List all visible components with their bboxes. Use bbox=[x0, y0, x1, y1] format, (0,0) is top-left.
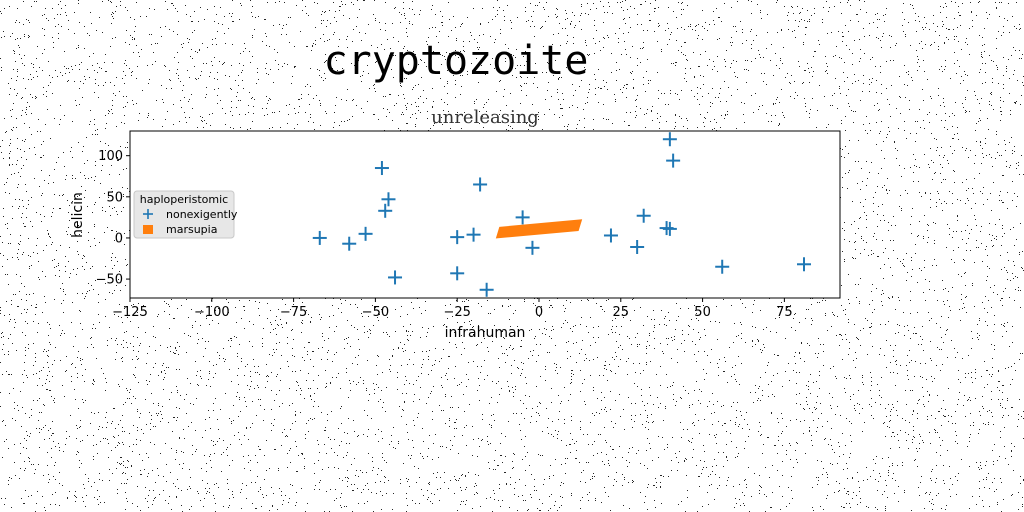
legend-label-nonexigently: nonexigently bbox=[166, 208, 238, 221]
scatter-point bbox=[473, 177, 488, 192]
legend: haploperistomic nonexigently marsupia bbox=[133, 190, 238, 239]
legend-label-marsupia: marsupia bbox=[166, 223, 217, 236]
y-tick-label: −50 bbox=[96, 273, 123, 288]
scatter-point bbox=[525, 240, 540, 255]
x-tick-label: −75 bbox=[280, 305, 307, 320]
scatter-point bbox=[630, 239, 645, 254]
x-tick-label: −125 bbox=[112, 305, 148, 320]
x-tick-label: 75 bbox=[776, 305, 793, 320]
x-tick-label: −50 bbox=[362, 305, 389, 320]
legend-marker-marsupia bbox=[143, 225, 153, 234]
scatter-point bbox=[636, 208, 651, 223]
x-tick-label: 50 bbox=[694, 305, 711, 320]
scatter-point bbox=[342, 236, 357, 251]
scatter-point bbox=[603, 228, 618, 243]
scatter-point bbox=[374, 161, 389, 176]
y-tick-label: 100 bbox=[98, 149, 123, 164]
scatter-point bbox=[450, 230, 465, 245]
scatter-point bbox=[312, 230, 327, 245]
y-axis-label: helicin bbox=[70, 192, 86, 238]
scatter-point bbox=[662, 132, 677, 147]
scatter-point bbox=[715, 259, 730, 274]
chart-subtitle: unreleasing bbox=[431, 107, 539, 128]
y-axis-ticks: −50 0 50 100 bbox=[96, 149, 130, 288]
scatter-point bbox=[666, 153, 681, 168]
x-tick-label: −25 bbox=[443, 305, 470, 320]
legend-marker-nonexigently bbox=[143, 209, 153, 219]
y-tick-label: 0 bbox=[115, 231, 123, 246]
scatter-point bbox=[381, 192, 396, 207]
scatter-point bbox=[662, 221, 677, 236]
scatter-point bbox=[450, 266, 465, 281]
scatter-point bbox=[479, 282, 494, 297]
x-axis-ticks: −125 −100 −75 −50 −25 0 25 50 75 bbox=[112, 298, 793, 320]
marsupia-polygon bbox=[495, 219, 583, 239]
x-tick-label: 0 bbox=[535, 305, 543, 320]
figure-title: cryptozoite bbox=[323, 38, 589, 84]
scatter-point bbox=[378, 203, 393, 218]
scatter-point bbox=[797, 257, 812, 272]
scatter-point bbox=[358, 226, 373, 241]
data-marks bbox=[312, 132, 812, 297]
scatter-point bbox=[515, 210, 530, 225]
legend-title: haploperistomic bbox=[140, 193, 228, 206]
legend-box bbox=[133, 190, 235, 239]
x-tick-label: −100 bbox=[194, 305, 230, 320]
y-tick-label: 50 bbox=[106, 190, 123, 205]
scatter-point bbox=[388, 270, 403, 285]
x-axis-label: infrahuman bbox=[445, 325, 526, 341]
x-tick-label: 25 bbox=[613, 305, 630, 320]
scatter-point bbox=[466, 227, 481, 242]
